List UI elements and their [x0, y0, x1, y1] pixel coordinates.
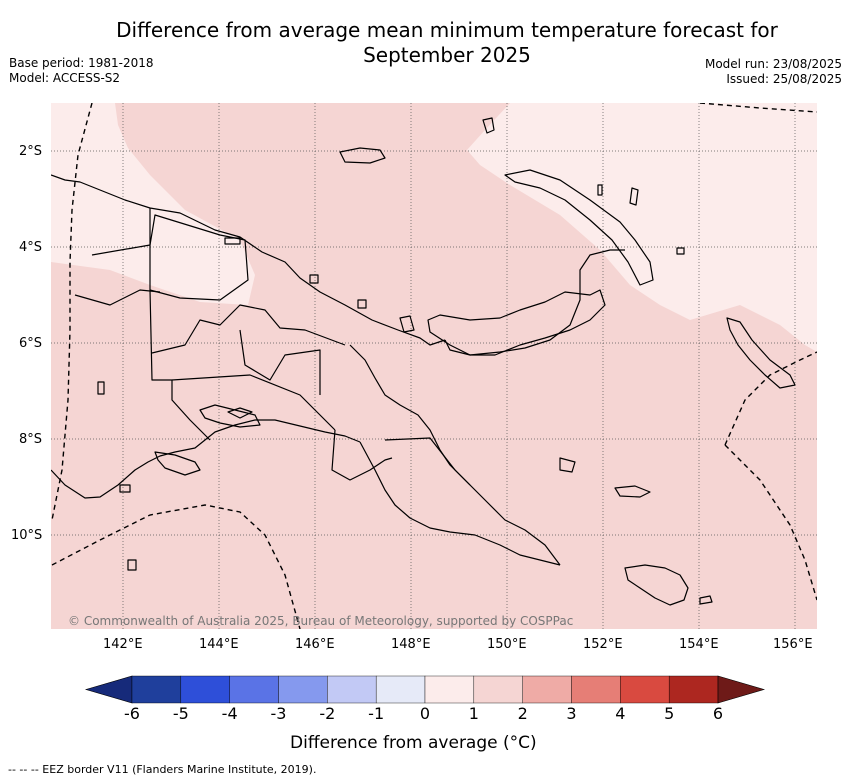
- anomaly-fill-0-1-northeast: [467, 103, 817, 352]
- colorbar-tick-label: 5: [664, 704, 675, 723]
- title-line-2: September 2025: [363, 43, 531, 67]
- colorbar-tick-label: 4: [615, 704, 626, 723]
- colorbar-tick-label: 1: [468, 704, 479, 723]
- colorbar-tick-label: -4: [221, 704, 238, 723]
- graticule: [51, 103, 817, 629]
- lon-label-150e: 150°E: [487, 637, 527, 652]
- colorbar-bin: [229, 675, 279, 704]
- colorbar-tick-label: -3: [270, 704, 287, 723]
- colorbar-under-arrow: [84, 675, 133, 704]
- colorbar-tick-label: 0: [419, 704, 431, 723]
- base-period: Base period: 1981-2018: [9, 56, 154, 70]
- colorbar-tick-label: 2: [517, 704, 528, 723]
- colorbar-bin: [571, 675, 621, 704]
- lat-label-2s: 2°S: [19, 144, 43, 159]
- colorbar-tick-label: -1: [368, 704, 385, 723]
- colorbar-tick-label: 6: [712, 704, 724, 723]
- colorbar-bin: [473, 675, 523, 704]
- lon-label-142e: 142°E: [103, 637, 143, 652]
- colorbar-bin: [668, 675, 719, 704]
- chart-title: Difference from average mean minimum tem…: [0, 18, 850, 68]
- colorbar-over-arrow: [717, 675, 766, 704]
- lat-label-4s: 4°S: [19, 240, 43, 255]
- lon-label-144e: 144°E: [199, 637, 239, 652]
- colorbar-bin: [131, 675, 182, 704]
- colorbar-bin: [620, 675, 670, 704]
- colorbar: [84, 675, 766, 704]
- copyright-note: © Commonwealth of Australia 2025, Bureau…: [68, 614, 574, 628]
- lat-label-8s: 8°S: [19, 432, 43, 447]
- meta-left: Base period: 1981-2018 Model: ACCESS-S2: [9, 56, 154, 86]
- title-line-1: Difference from average mean minimum tem…: [116, 18, 778, 42]
- model-name: Model: ACCESS-S2: [9, 71, 121, 85]
- colorbar-bin: [327, 675, 377, 704]
- lon-label-152e: 152°E: [583, 637, 623, 652]
- colorbar-bin: [424, 675, 475, 704]
- colorbar-title: Difference from average (°C): [290, 733, 537, 753]
- eez-footnote: -- -- -- EEZ border V11 (Flanders Marine…: [8, 763, 317, 776]
- lon-label-156e: 156°E: [773, 637, 813, 652]
- colorbar-bin: [278, 675, 328, 704]
- map-area: [51, 103, 817, 629]
- colorbar-tick-label: 3: [566, 704, 577, 723]
- colorbar-bin: [180, 675, 230, 704]
- colorbar-bin: [522, 675, 572, 704]
- lon-label-146e: 146°E: [295, 637, 335, 652]
- lat-label-6s: 6°S: [19, 336, 43, 351]
- colorbar-tick-label: -6: [124, 704, 140, 723]
- colorbar-tick-label: -2: [319, 704, 336, 723]
- model-run: Model run: 23/08/2025: [704, 57, 842, 71]
- lon-label-154e: 154°E: [679, 637, 719, 652]
- coastlines: [51, 117, 796, 606]
- lat-label-10s: 10°S: [11, 528, 43, 543]
- meta-right: Model run: 23/08/2025 Issued: 25/08/2025: [705, 57, 842, 87]
- colorbar-bin: [375, 675, 426, 704]
- lon-label-148e: 148°E: [391, 637, 431, 652]
- colorbar-tick-label: -5: [172, 704, 189, 723]
- issued-date: Issued: 25/08/2025: [726, 72, 842, 86]
- anomaly-fill-0-1-west: [51, 103, 255, 305]
- eez-border: [51, 103, 817, 629]
